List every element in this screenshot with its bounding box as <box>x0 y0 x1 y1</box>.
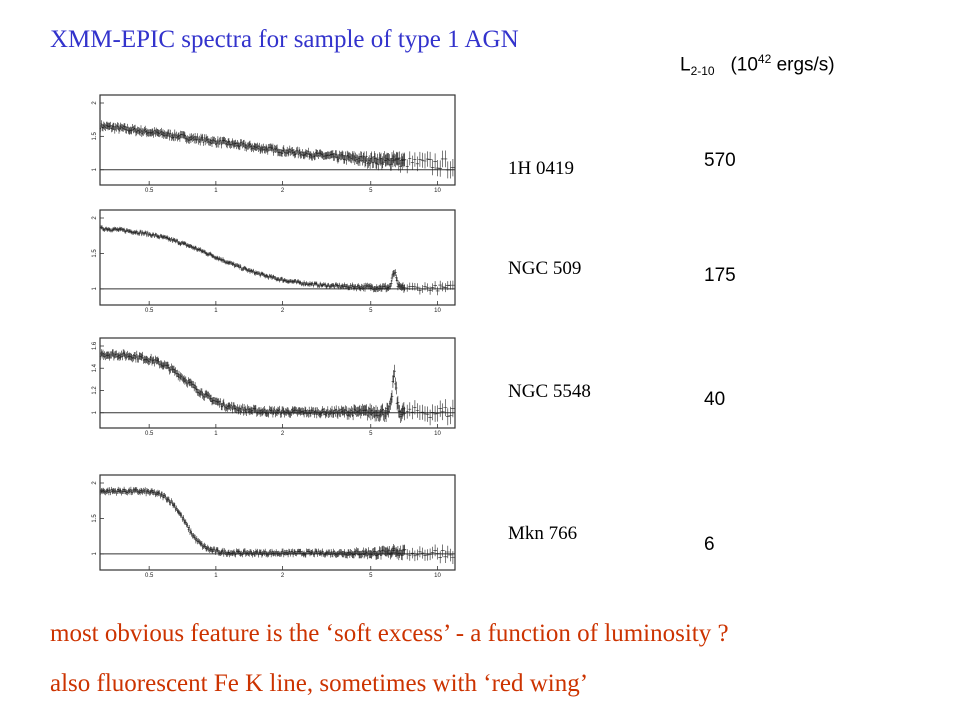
note: also fluorescent Fe K line, sometimes wi… <box>50 670 589 697</box>
x-tick-label: 2 <box>281 188 285 194</box>
x-tick-label: 10 <box>434 431 441 437</box>
x-tick-label: 0.5 <box>145 188 154 194</box>
subscript: 2-10 <box>690 64 715 79</box>
panel-frame <box>99 209 456 306</box>
y-tick-label: 1.5 <box>92 132 98 141</box>
note: most obvious feature is the ‘soft excess… <box>50 620 729 647</box>
x-tick-label: 1 <box>214 188 218 194</box>
source-name: Mkn 766 <box>508 523 578 544</box>
x-tick-label: 1 <box>214 431 218 437</box>
source-name: NGC 509 <box>508 258 582 279</box>
luminosity: 6 <box>704 534 715 555</box>
slide-title: XMM-EPIC spectra for sample of type 1 AG… <box>50 26 519 53</box>
spectrum-data <box>99 486 455 564</box>
y-tick-label: 1 <box>92 167 98 171</box>
y-tick-label: 1.5 <box>92 514 98 523</box>
x-tick-label: 10 <box>434 188 441 194</box>
source-name: NGC 5548 <box>508 381 591 402</box>
unit-suffix: ergs/s) <box>776 54 835 76</box>
panel-frame <box>99 474 456 571</box>
x-tick-label: 1 <box>214 573 218 579</box>
spectrum-panel: 0.5 1 2 5 10 1 1.5 2 <box>92 94 456 194</box>
x-tick-label: 10 <box>434 308 441 314</box>
x-tick-label: 5 <box>369 573 373 579</box>
y-tick-label: 1 <box>92 552 98 556</box>
spectrum-panel: 0.5 1 2 5 10 1 1.5 2 <box>92 209 456 314</box>
x-tick-label: 0.5 <box>145 573 154 579</box>
x-tick-label: 0.5 <box>145 431 154 437</box>
symbol: L <box>680 54 691 76</box>
luminosity: 40 <box>704 389 726 410</box>
luminosity: 175 <box>704 265 736 286</box>
spectrum-data <box>99 225 455 296</box>
x-tick-label: 2 <box>281 308 285 314</box>
x-tick-label: 5 <box>369 188 373 194</box>
y-tick-label: 2 <box>92 216 98 220</box>
y-tick-label: 1 <box>92 287 98 291</box>
y-tick-label: 1.5 <box>92 249 98 258</box>
y-tick-label: 2 <box>92 101 98 105</box>
x-tick-label: 10 <box>434 573 441 579</box>
spectrum-panel: 0.5 1 2 5 10 1 1.2 1.4 1.6 <box>92 337 456 437</box>
x-tick-label: 0.5 <box>145 308 154 314</box>
luminosity-header: L2-10 (1042 ergs/s) <box>680 52 835 78</box>
exponent: 42 <box>757 52 772 66</box>
y-tick-label: 2 <box>92 481 98 485</box>
y-tick-label: 1 <box>92 410 98 414</box>
y-tick-label: 1.6 <box>92 341 98 350</box>
y-tick-label: 1.4 <box>92 363 98 372</box>
spectrum-data <box>99 349 455 426</box>
panel-frame <box>99 94 456 186</box>
y-tick-label: 1.2 <box>92 386 98 395</box>
luminosity: 570 <box>704 150 736 171</box>
x-tick-label: 1 <box>214 308 218 314</box>
unit-prefix: (10 <box>730 54 758 76</box>
x-tick-label: 5 <box>369 431 373 437</box>
x-tick-label: 5 <box>369 308 373 314</box>
spectrum-panel: 0.5 1 2 5 10 1 1.5 2 <box>92 474 456 579</box>
source-name: 1H 0419 <box>508 158 574 179</box>
x-tick-label: 2 <box>281 573 285 579</box>
spectrum-data <box>99 120 455 179</box>
x-tick-label: 2 <box>281 431 285 437</box>
